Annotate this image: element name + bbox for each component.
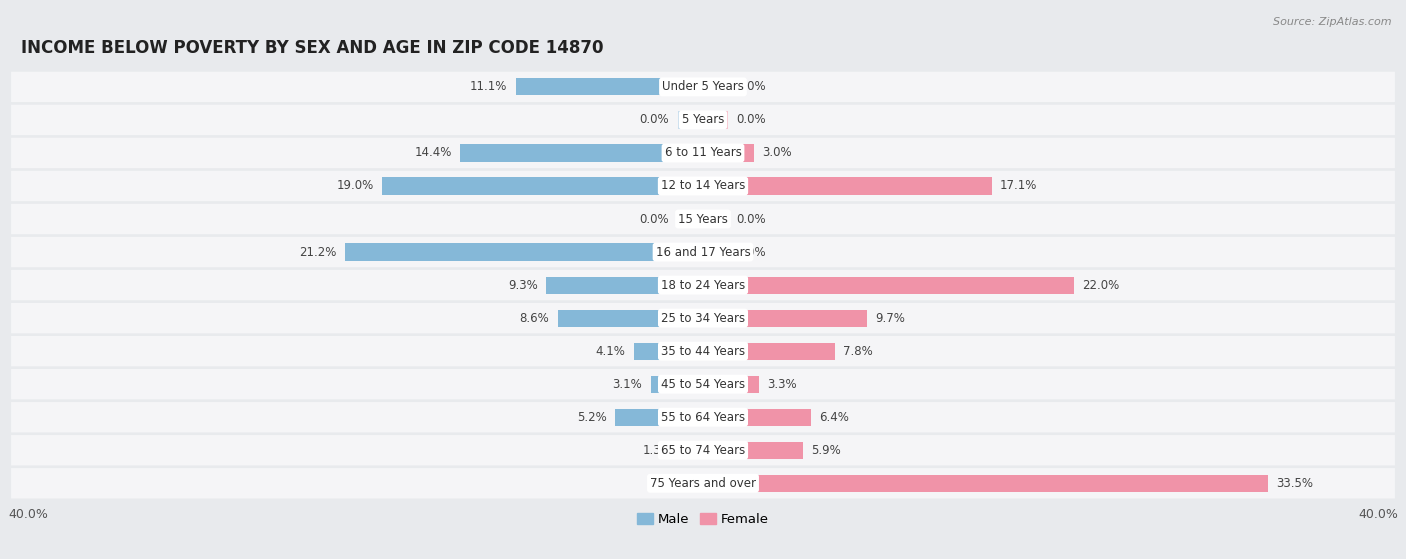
Text: 18 to 24 Years: 18 to 24 Years bbox=[661, 278, 745, 292]
Text: 5 Years: 5 Years bbox=[682, 113, 724, 126]
Text: 22.0%: 22.0% bbox=[1083, 278, 1119, 292]
Text: 35 to 44 Years: 35 to 44 Years bbox=[661, 345, 745, 358]
Bar bbox=[703, 277, 1074, 293]
FancyBboxPatch shape bbox=[11, 435, 1395, 466]
Text: 45 to 54 Years: 45 to 54 Years bbox=[661, 378, 745, 391]
Bar bbox=[651, 376, 703, 393]
Text: 6 to 11 Years: 6 to 11 Years bbox=[665, 146, 741, 159]
Bar bbox=[703, 310, 866, 326]
Bar bbox=[703, 177, 991, 195]
Bar bbox=[703, 409, 811, 426]
FancyBboxPatch shape bbox=[11, 303, 1395, 333]
Text: 21.2%: 21.2% bbox=[299, 245, 337, 259]
Legend: Male, Female: Male, Female bbox=[631, 508, 775, 532]
FancyBboxPatch shape bbox=[11, 204, 1395, 234]
Text: 0.0%: 0.0% bbox=[737, 245, 766, 259]
Bar bbox=[346, 244, 703, 260]
Bar bbox=[678, 111, 703, 129]
Bar bbox=[703, 210, 728, 228]
Text: 0.0%: 0.0% bbox=[640, 212, 669, 225]
Text: 4.1%: 4.1% bbox=[596, 345, 626, 358]
Bar bbox=[516, 78, 703, 96]
Bar bbox=[460, 144, 703, 162]
Text: 0.0%: 0.0% bbox=[737, 80, 766, 93]
Bar bbox=[681, 442, 703, 459]
Bar bbox=[703, 376, 759, 393]
Text: 5.9%: 5.9% bbox=[811, 444, 841, 457]
Bar bbox=[678, 210, 703, 228]
FancyBboxPatch shape bbox=[11, 138, 1395, 168]
Text: 9.3%: 9.3% bbox=[508, 278, 537, 292]
Bar bbox=[689, 475, 703, 492]
Text: 16 and 17 Years: 16 and 17 Years bbox=[655, 245, 751, 259]
Text: 0.0%: 0.0% bbox=[640, 113, 669, 126]
Text: 17.1%: 17.1% bbox=[1000, 179, 1038, 192]
FancyBboxPatch shape bbox=[11, 468, 1395, 499]
Bar bbox=[703, 78, 728, 96]
Bar bbox=[546, 277, 703, 293]
Text: 3.1%: 3.1% bbox=[613, 378, 643, 391]
Text: 8.6%: 8.6% bbox=[520, 311, 550, 325]
Bar bbox=[703, 442, 803, 459]
Bar bbox=[703, 475, 1268, 492]
Text: 19.0%: 19.0% bbox=[337, 179, 374, 192]
FancyBboxPatch shape bbox=[11, 402, 1395, 433]
Bar bbox=[558, 310, 703, 326]
Bar bbox=[703, 244, 728, 260]
Text: 65 to 74 Years: 65 to 74 Years bbox=[661, 444, 745, 457]
FancyBboxPatch shape bbox=[11, 105, 1395, 135]
FancyBboxPatch shape bbox=[11, 237, 1395, 267]
Text: 55 to 64 Years: 55 to 64 Years bbox=[661, 411, 745, 424]
Text: 5.2%: 5.2% bbox=[576, 411, 607, 424]
Text: 12 to 14 Years: 12 to 14 Years bbox=[661, 179, 745, 192]
Text: 7.8%: 7.8% bbox=[844, 345, 873, 358]
Text: 0.0%: 0.0% bbox=[737, 113, 766, 126]
Text: 1.3%: 1.3% bbox=[643, 444, 672, 457]
FancyBboxPatch shape bbox=[11, 171, 1395, 201]
Text: 25 to 34 Years: 25 to 34 Years bbox=[661, 311, 745, 325]
Text: 6.4%: 6.4% bbox=[820, 411, 849, 424]
FancyBboxPatch shape bbox=[11, 369, 1395, 399]
Text: 3.0%: 3.0% bbox=[762, 146, 792, 159]
Text: 15 Years: 15 Years bbox=[678, 212, 728, 225]
Text: Under 5 Years: Under 5 Years bbox=[662, 80, 744, 93]
Text: 14.4%: 14.4% bbox=[415, 146, 451, 159]
Bar bbox=[703, 111, 728, 129]
Text: INCOME BELOW POVERTY BY SEX AND AGE IN ZIP CODE 14870: INCOME BELOW POVERTY BY SEX AND AGE IN Z… bbox=[21, 39, 603, 57]
Bar bbox=[616, 409, 703, 426]
FancyBboxPatch shape bbox=[11, 72, 1395, 102]
FancyBboxPatch shape bbox=[11, 270, 1395, 300]
Bar bbox=[703, 144, 754, 162]
Bar bbox=[703, 343, 835, 360]
Bar bbox=[382, 177, 703, 195]
Text: 75 Years and over: 75 Years and over bbox=[650, 477, 756, 490]
Text: 9.7%: 9.7% bbox=[875, 311, 905, 325]
Text: 0.8%: 0.8% bbox=[651, 477, 681, 490]
FancyBboxPatch shape bbox=[11, 336, 1395, 366]
Text: Source: ZipAtlas.com: Source: ZipAtlas.com bbox=[1274, 17, 1392, 27]
Text: 3.3%: 3.3% bbox=[768, 378, 797, 391]
Text: 33.5%: 33.5% bbox=[1277, 477, 1313, 490]
Bar bbox=[634, 343, 703, 360]
Text: 11.1%: 11.1% bbox=[470, 80, 508, 93]
Text: 0.0%: 0.0% bbox=[737, 212, 766, 225]
